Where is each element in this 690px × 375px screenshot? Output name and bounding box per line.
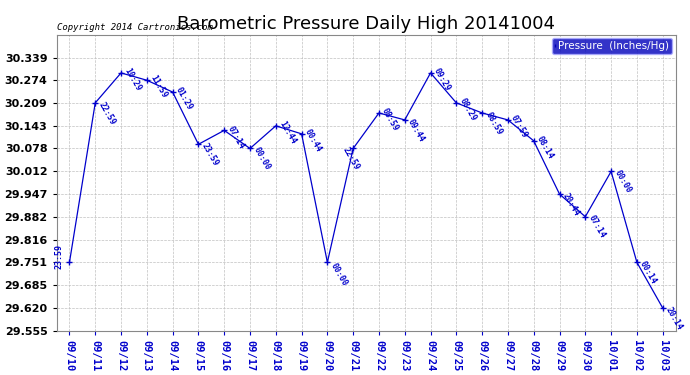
Text: 01:29: 01:29 (174, 86, 194, 112)
Text: 23:59: 23:59 (54, 244, 63, 269)
Text: 09:44: 09:44 (406, 117, 426, 143)
Text: 10:29: 10:29 (122, 67, 143, 93)
Text: 09:29: 09:29 (432, 67, 452, 93)
Text: 08:29: 08:29 (457, 97, 478, 123)
Text: 22:59: 22:59 (97, 100, 117, 126)
Text: 12:44: 12:44 (277, 120, 297, 146)
Text: 11:59: 11:59 (148, 74, 168, 100)
Text: 20:14: 20:14 (664, 305, 684, 332)
Title: Barometric Pressure Daily High 20141004: Barometric Pressure Daily High 20141004 (177, 15, 555, 33)
Text: 00:00: 00:00 (328, 261, 349, 288)
Legend: Pressure  (Inches/Hg): Pressure (Inches/Hg) (552, 38, 673, 54)
Text: 07:14: 07:14 (586, 214, 607, 240)
Text: 07:14: 07:14 (226, 124, 246, 150)
Text: 08:59: 08:59 (380, 107, 401, 133)
Text: 22:59: 22:59 (340, 146, 361, 172)
Text: Copyright 2014 Cartronics.com: Copyright 2014 Cartronics.com (57, 23, 213, 32)
Text: 08:59: 08:59 (484, 110, 504, 136)
Text: 00:00: 00:00 (613, 169, 633, 195)
Text: 00:00: 00:00 (251, 146, 272, 172)
Text: 20:44: 20:44 (561, 191, 581, 217)
Text: 00:44: 00:44 (303, 128, 323, 154)
Text: 23:59: 23:59 (199, 141, 220, 168)
Text: 07:59: 07:59 (509, 114, 529, 140)
Text: 00:14: 00:14 (638, 260, 658, 286)
Text: 08:14: 08:14 (535, 135, 555, 161)
